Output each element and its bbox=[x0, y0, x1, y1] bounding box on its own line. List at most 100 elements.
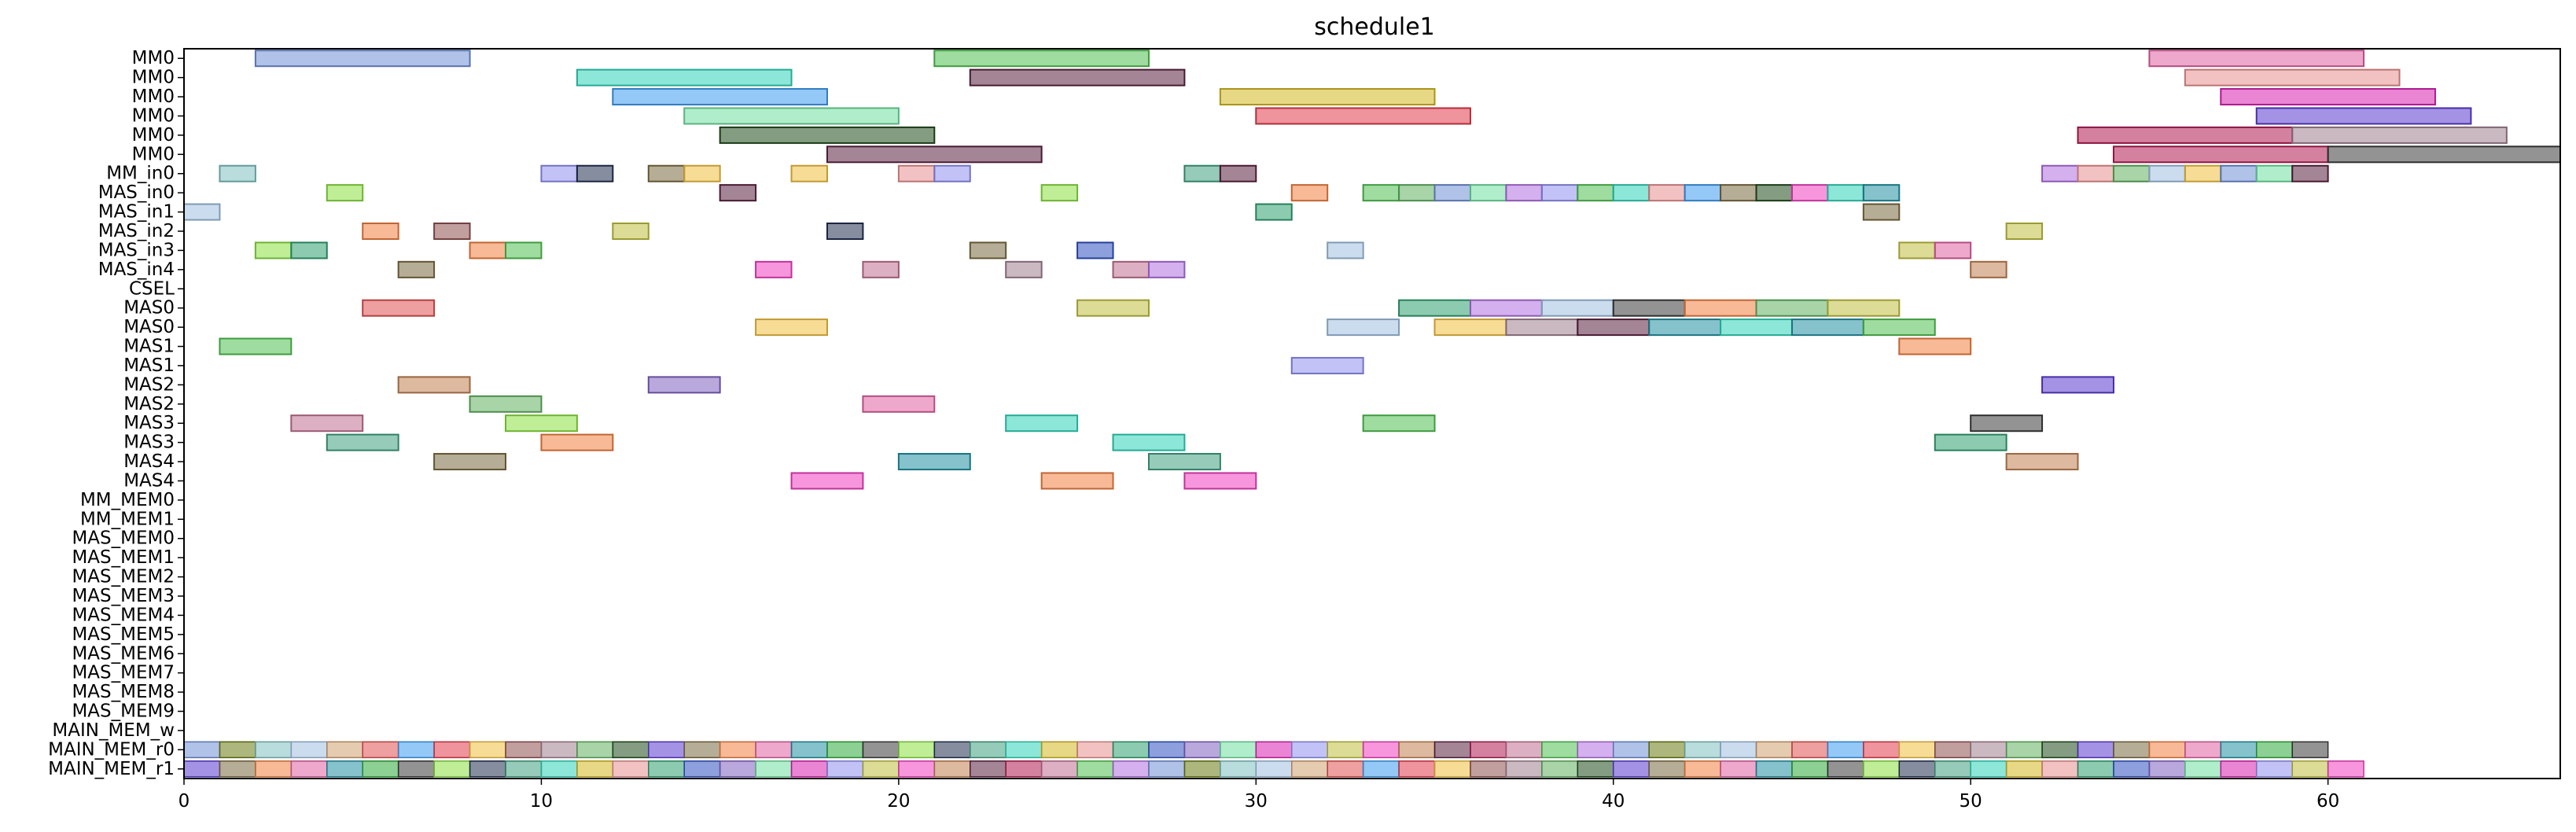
memory-bar bbox=[1970, 760, 2007, 778]
x-tick-label: 40 bbox=[1602, 791, 1625, 812]
task-bar bbox=[755, 260, 793, 278]
task-bar bbox=[862, 395, 936, 413]
task-bar bbox=[2220, 88, 2436, 106]
task-bar bbox=[683, 107, 900, 125]
task-bar bbox=[1433, 184, 1471, 202]
y-tick-label: MAS3 bbox=[123, 413, 175, 433]
task-bar bbox=[1648, 318, 1722, 337]
memory-bar bbox=[898, 741, 936, 759]
memory-bar bbox=[970, 760, 1006, 778]
task-bar bbox=[219, 337, 293, 355]
memory-bar bbox=[1112, 741, 1150, 759]
y-tick-label: MAS_MEM9 bbox=[72, 701, 175, 722]
memory-bar bbox=[290, 760, 328, 778]
task-bar bbox=[2077, 164, 2114, 182]
task-bar bbox=[1040, 184, 1079, 202]
y-tick-label: MAS_MEM5 bbox=[72, 624, 175, 645]
task-bar bbox=[1327, 318, 1400, 337]
memory-bar bbox=[2220, 760, 2258, 778]
memory-bar bbox=[1470, 760, 1507, 778]
memory-bar bbox=[1541, 741, 1579, 759]
y-tick-label: MAS_MEM0 bbox=[72, 528, 175, 549]
task-bar bbox=[1790, 184, 1829, 202]
task-bar bbox=[469, 241, 506, 260]
memory-bar bbox=[1755, 741, 1793, 759]
task-bar bbox=[719, 126, 936, 144]
task-bar bbox=[1362, 184, 1400, 202]
memory-bar bbox=[1863, 741, 1901, 759]
task-bar bbox=[1505, 184, 1543, 202]
task-bar bbox=[969, 241, 1007, 260]
task-bar bbox=[1970, 414, 2044, 433]
x-tick-label: 20 bbox=[887, 791, 910, 812]
task-bar bbox=[1612, 184, 1650, 202]
memory-bar bbox=[1755, 760, 1793, 778]
memory-bar bbox=[648, 741, 685, 759]
task-bar bbox=[326, 433, 399, 451]
task-bar bbox=[826, 222, 864, 241]
memory-bar bbox=[1362, 760, 1400, 778]
memory-bar bbox=[397, 760, 435, 778]
task-bar bbox=[1934, 433, 2007, 451]
memory-bar bbox=[1291, 741, 1328, 759]
task-bar bbox=[1255, 203, 1293, 221]
memory-bar bbox=[362, 741, 399, 759]
task-bar bbox=[2148, 164, 2186, 182]
y-tick-label: MAIN_MEM_w bbox=[52, 720, 175, 741]
task-bar bbox=[1540, 184, 1579, 202]
y-tick-label: MM0 bbox=[132, 48, 175, 68]
task-bar bbox=[2148, 50, 2365, 68]
task-bar bbox=[1398, 299, 1471, 317]
task-bar bbox=[1290, 356, 1364, 374]
memory-bar bbox=[1791, 741, 1829, 759]
task-bar bbox=[1612, 299, 1686, 317]
memory-bar bbox=[1148, 760, 1186, 778]
memory-bar bbox=[2255, 760, 2293, 778]
task-bar bbox=[1755, 299, 1829, 317]
memory-bar bbox=[2291, 760, 2329, 778]
task-bar bbox=[1076, 299, 1150, 317]
x-tick-label: 0 bbox=[178, 791, 190, 812]
y-tick-label: MAS4 bbox=[123, 470, 175, 491]
memory-bar bbox=[1040, 760, 1078, 778]
task-bar bbox=[1827, 299, 1901, 317]
task-bar bbox=[576, 164, 614, 182]
y-tick-label: MM0 bbox=[132, 125, 175, 145]
y-tick-label: MAS4 bbox=[123, 451, 175, 472]
task-bar bbox=[397, 376, 471, 394]
memory-bar bbox=[1577, 741, 1614, 759]
task-bar bbox=[540, 164, 578, 182]
memory-bar bbox=[1112, 760, 1150, 778]
task-bar bbox=[2255, 107, 2472, 125]
task-bar bbox=[290, 414, 364, 433]
memory-bar bbox=[648, 760, 685, 778]
task-bar bbox=[362, 222, 399, 241]
memory-bar bbox=[1255, 741, 1293, 759]
task-bar bbox=[1005, 414, 1079, 433]
memory-bar bbox=[1291, 760, 1328, 778]
memory-bar bbox=[612, 760, 650, 778]
y-tick-label: MAS_in2 bbox=[98, 221, 175, 241]
y-tick-label: MM0 bbox=[132, 105, 175, 126]
chart-title: schedule1 bbox=[1314, 13, 1435, 41]
y-tick-label: MAS_MEM8 bbox=[72, 682, 175, 702]
task-bar bbox=[1147, 453, 1221, 471]
task-bar bbox=[719, 184, 757, 202]
task-bar bbox=[1540, 299, 1614, 317]
memory-bar bbox=[1005, 760, 1043, 778]
task-bar bbox=[2327, 145, 2561, 164]
memory-bar bbox=[1255, 760, 1293, 778]
y-tick-label: MAS_MEM6 bbox=[72, 643, 175, 664]
y-tick-label: MAS_MEM7 bbox=[72, 663, 175, 683]
task-bar bbox=[2005, 222, 2044, 241]
memory-bar bbox=[790, 760, 828, 778]
task-bar bbox=[1790, 318, 1864, 337]
y-tick-label: MM_in0 bbox=[106, 164, 175, 184]
memory-bar bbox=[790, 741, 828, 759]
y-tick-label: MAS2 bbox=[123, 374, 175, 395]
task-bar bbox=[1577, 184, 1614, 202]
memory-bar bbox=[505, 741, 543, 759]
memory-bar bbox=[433, 760, 471, 778]
memory-bar bbox=[1684, 741, 1721, 759]
memory-bar bbox=[255, 760, 293, 778]
